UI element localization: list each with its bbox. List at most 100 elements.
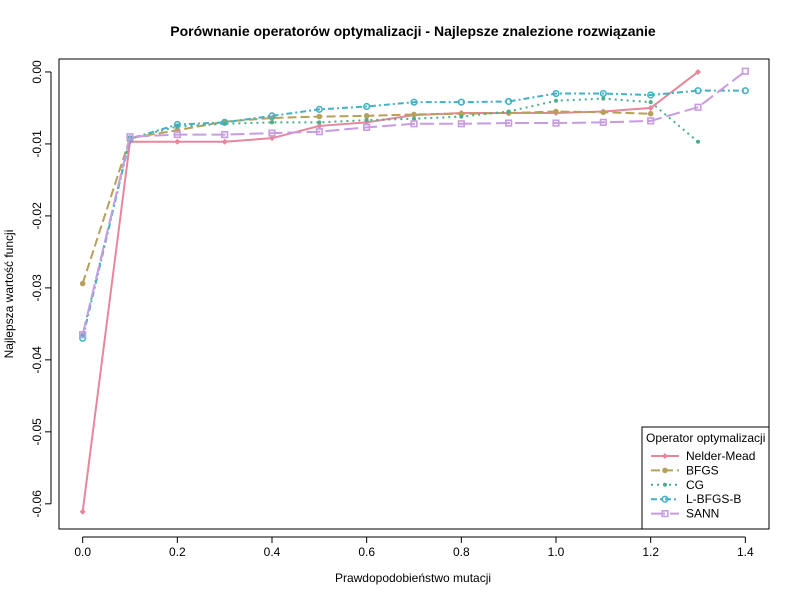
x-tick-label: 0.6: [358, 545, 375, 559]
legend-box: [641, 426, 770, 530]
y-tick-label: -0.02: [30, 202, 44, 230]
y-tick-label: -0.05: [30, 418, 44, 446]
data-point: [647, 91, 655, 99]
data-point: [458, 110, 465, 117]
legend-marker: [661, 495, 669, 503]
legend-label: Nelder-Mead: [686, 449, 755, 463]
data-point: [363, 102, 371, 111]
legend-label: L-BFGS-B: [686, 492, 741, 506]
y-tick-label: -0.03: [30, 274, 44, 302]
data-point: [221, 138, 228, 145]
data-point: [552, 89, 560, 98]
data-point: [79, 280, 86, 287]
data-point: [270, 120, 274, 125]
series-line: [81, 71, 699, 512]
legend-label: BFGS: [686, 463, 719, 477]
data-point: [647, 117, 655, 125]
legend-label: SANN: [686, 507, 719, 521]
data-point: [459, 114, 464, 119]
data-point: [741, 67, 749, 75]
legend-marker: [662, 453, 668, 459]
data-point: [221, 118, 229, 126]
data-point: [694, 87, 702, 95]
series-line: [81, 97, 699, 335]
data-point: [505, 97, 513, 106]
data-point: [363, 113, 370, 119]
data-point: [411, 111, 417, 118]
data-point: [363, 123, 371, 131]
x-tick-label: 1.2: [642, 545, 659, 559]
legend-title: Operator optymalizacji: [646, 431, 765, 445]
legend-item: Nelder-Mead: [651, 449, 755, 463]
data-point: [647, 110, 654, 117]
data-point: [268, 129, 276, 137]
data-point: [601, 96, 606, 101]
legend-item: L-BFGS-B: [651, 492, 741, 506]
data-point: [694, 103, 702, 111]
data-point: [173, 130, 181, 139]
series-cg: [80, 96, 700, 337]
legend-marker: [663, 482, 667, 487]
data-point: [79, 508, 86, 515]
chart-title: Porównanie operatorów optymalizacji - Na…: [170, 23, 656, 39]
data-point: [315, 128, 323, 136]
data-point: [552, 119, 560, 127]
x-axis: 0.0 0.2 0.4 0.6 0.8 1.0 1.2 1.4: [74, 536, 754, 559]
x-tick-label: 0.0: [74, 545, 91, 559]
y-tick-label: -0.06: [30, 490, 44, 518]
y-axis-label: Najlepsza wartość funcji: [2, 230, 16, 359]
data-point: [599, 118, 607, 126]
data-point: [696, 139, 700, 144]
data-point: [221, 130, 229, 139]
legend-marker: [661, 509, 669, 518]
x-tick-label: 0.2: [169, 545, 186, 559]
y-tick-label: -0.04: [30, 346, 44, 374]
series-line: [81, 110, 651, 284]
data-point: [412, 116, 416, 121]
data-point: [600, 109, 607, 116]
data-point: [268, 112, 276, 120]
y-axis: 0.00 -0.01 -0.02 -0.03 -0.04 -0.05 -0.06: [30, 60, 52, 518]
x-tick-label: 1.4: [737, 545, 754, 559]
data-point: [695, 68, 701, 75]
data-point: [316, 113, 323, 120]
data-point: [741, 87, 749, 95]
x-tick-label: 1.0: [548, 545, 565, 559]
data-point: [647, 104, 654, 111]
legend-item: BFGS: [651, 463, 719, 477]
data-point: [79, 331, 87, 339]
data-point: [317, 120, 322, 125]
data-point: [364, 118, 369, 123]
series-line: [81, 70, 746, 335]
data-point: [554, 98, 558, 103]
data-point: [457, 98, 465, 106]
data-point: [173, 120, 181, 129]
legend-label: CG: [686, 478, 704, 492]
data-point: [410, 120, 418, 128]
data-point: [599, 89, 607, 98]
data-point: [648, 100, 653, 105]
y-tick-label: 0.00: [30, 60, 44, 84]
data-point: [457, 120, 465, 128]
series-layer: [79, 67, 749, 515]
series-nelder-mead: [79, 68, 701, 515]
y-tick-label: -0.01: [30, 130, 44, 158]
series-line: [81, 89, 746, 339]
x-axis-label: Prawdopodobieństwo mutacji: [335, 571, 491, 585]
series-sann: [79, 67, 749, 339]
data-point: [126, 133, 134, 141]
data-point: [505, 119, 513, 127]
x-tick-label: 0.8: [453, 545, 470, 559]
legend-item: CG: [651, 478, 704, 492]
data-point: [315, 105, 323, 113]
legend-marker: [662, 467, 668, 474]
data-point: [553, 108, 559, 115]
legend: Operator optymalizacji Nelder-MeadBFGSCG…: [641, 426, 770, 530]
plot-area: [58, 58, 770, 530]
data-point: [174, 138, 181, 145]
data-point: [316, 122, 323, 129]
legend-item: SANN: [651, 507, 719, 521]
data-point: [410, 98, 418, 106]
x-tick-label: 0.4: [264, 545, 281, 559]
